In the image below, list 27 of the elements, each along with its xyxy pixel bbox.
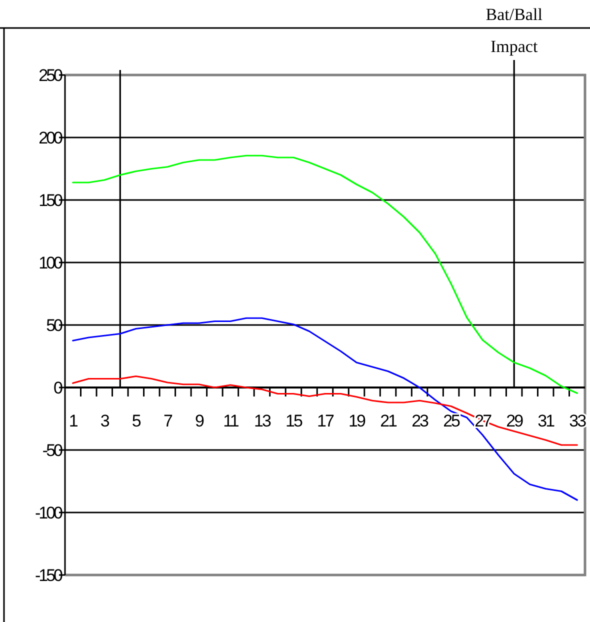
x-tick-label: 7 [163, 412, 172, 430]
x-tick-label: 13 [254, 412, 271, 430]
line-series [72, 154, 578, 394]
y-tick-label: 100 [38, 253, 63, 272]
y-tick-label: -150 [34, 566, 63, 585]
x-tick-label: 17 [317, 412, 334, 430]
y-tick-label: 0 [54, 378, 63, 398]
x-tick-label: 15 [286, 412, 302, 430]
x-tick-label: 3 [100, 412, 110, 430]
y-tick-label: -50 [42, 440, 63, 460]
x-tick-label: 23 [412, 412, 429, 430]
ref-line-label: Bat/Ball Impact [486, 5, 543, 56]
y-tick-label: -100 [34, 503, 63, 522]
y-tick-label: 50 [46, 316, 63, 335]
x-tick-label: 21 [380, 412, 398, 430]
y-tick-label: 200 [38, 128, 63, 148]
y-tick-label: 250 [38, 66, 63, 85]
x-tick-label: 33 [569, 412, 586, 430]
y-tick-label: 150 [38, 190, 63, 210]
x-tick-label: 31 [538, 412, 555, 430]
x-tick-label: 25 [443, 412, 460, 430]
x-tick-label: 29 [506, 412, 524, 430]
x-tick-label: 9 [194, 412, 204, 430]
x-tick-label: 5 [132, 412, 141, 430]
x-tick-label: 19 [348, 412, 366, 430]
x-tick-label: 11 [223, 412, 239, 430]
x-tick-label: 1 [68, 412, 78, 430]
